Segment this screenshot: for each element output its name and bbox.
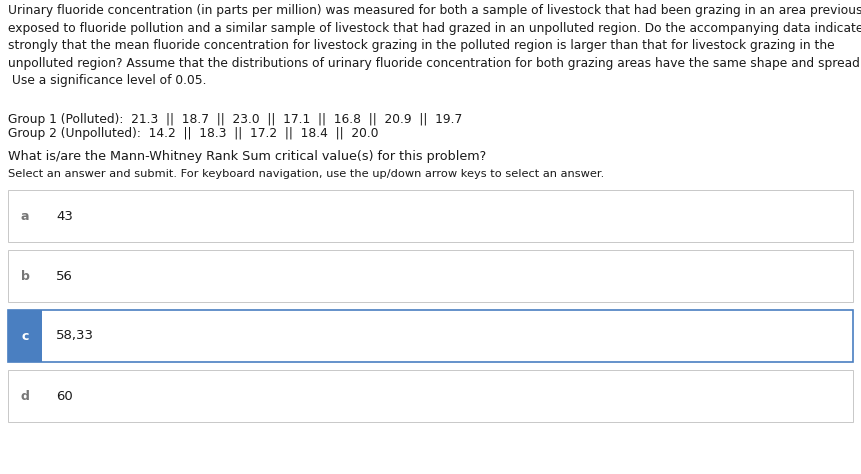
Text: a: a bbox=[21, 210, 29, 222]
Text: b: b bbox=[21, 270, 29, 283]
Text: Group 1 (Polluted):  21.3  ||  18.7  ||  23.0  ||  17.1  ||  16.8  ||  20.9  || : Group 1 (Polluted): 21.3 || 18.7 || 23.0… bbox=[8, 113, 462, 126]
Text: 43: 43 bbox=[56, 210, 73, 222]
Text: Group 2 (Unpolluted):  14.2  ||  18.3  ||  17.2  ||  18.4  ||  20.0: Group 2 (Unpolluted): 14.2 || 18.3 || 17… bbox=[8, 127, 379, 140]
Bar bbox=[8, 310, 42, 362]
Text: d: d bbox=[21, 390, 29, 402]
Bar bbox=[8, 250, 853, 302]
Bar bbox=[8, 190, 853, 242]
Text: .: . bbox=[8, 106, 12, 119]
Bar bbox=[8, 310, 853, 362]
Text: 58,33: 58,33 bbox=[56, 329, 94, 343]
Text: 60: 60 bbox=[56, 390, 72, 402]
Text: 56: 56 bbox=[56, 270, 73, 283]
Text: .: . bbox=[8, 143, 12, 156]
Text: Select an answer and submit. For keyboard navigation, use the up/down arrow keys: Select an answer and submit. For keyboar… bbox=[8, 169, 604, 179]
Bar bbox=[8, 370, 853, 422]
Text: c: c bbox=[22, 329, 28, 343]
Text: Urinary fluoride concentration (in parts per million) was measured for both a sa: Urinary fluoride concentration (in parts… bbox=[8, 4, 861, 87]
Text: What is/are the Mann-Whitney Rank Sum critical value(s) for this problem?: What is/are the Mann-Whitney Rank Sum cr… bbox=[8, 150, 486, 163]
